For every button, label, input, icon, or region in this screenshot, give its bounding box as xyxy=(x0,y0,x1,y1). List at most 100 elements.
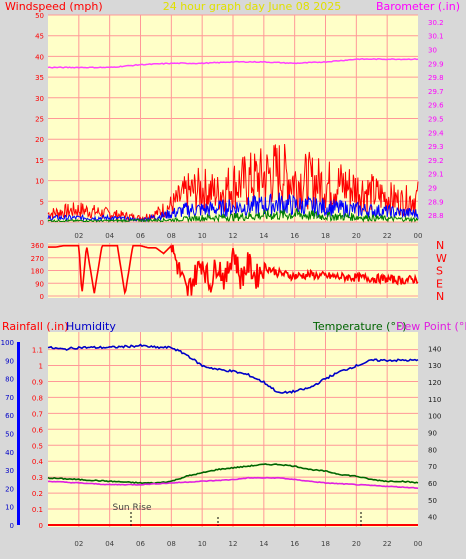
graph-title: 24 hour graph day June 08 2025 xyxy=(163,0,342,13)
lower-x-tick-label: 12 xyxy=(229,540,238,548)
avg-wind-line xyxy=(47,207,419,224)
lower-x-tick-label: 14 xyxy=(259,540,268,548)
direction-tick-label: 180 xyxy=(31,268,44,276)
wind-tick-label: 20 xyxy=(35,136,44,144)
wind-x-tick-label: 18 xyxy=(321,232,330,240)
wind-tick-label: 15 xyxy=(35,157,44,165)
rain-tick-label: 0 xyxy=(39,522,43,530)
temperature-tick-label: 100 xyxy=(428,413,441,421)
wind-tick-label: 5 xyxy=(40,198,44,206)
baro-tick-label: 29.6 xyxy=(428,102,444,110)
baro-tick-label: 29.5 xyxy=(428,116,444,124)
rainfall-axis-title: Rainfall (.in) xyxy=(2,320,69,333)
temperature-tick-label: 110 xyxy=(428,396,441,404)
wind-tick-label: 0 xyxy=(40,219,44,227)
wind-x-tick-label: 20 xyxy=(352,232,361,240)
temperature-tick-label: 80 xyxy=(428,446,437,454)
wind-x-tick-label: 12 xyxy=(229,232,238,240)
lower-x-tick-label: 04 xyxy=(105,540,114,548)
baro-tick-label: 29.3 xyxy=(428,143,444,151)
humidity-tick-label: 40 xyxy=(5,449,14,457)
temperature-tick-label: 130 xyxy=(428,362,441,370)
rain-tick-label: 0.6 xyxy=(32,426,44,434)
wind-x-tick-label: 10 xyxy=(198,232,207,240)
lower-x-tick-label: 18 xyxy=(321,540,330,548)
humidity-tick-label: 20 xyxy=(5,485,14,493)
direction-tick-label: 360 xyxy=(31,242,44,250)
rain-tick-label: 0.3 xyxy=(32,474,43,482)
baro-tick-label: 28.9 xyxy=(428,198,444,206)
wind-x-tick-label: 04 xyxy=(105,232,114,240)
humidity-tick-label: 80 xyxy=(5,376,14,384)
wind-x-tick-label: 22 xyxy=(383,232,392,240)
wind-tick-label: 35 xyxy=(35,74,44,82)
rain-tick-label: 0.1 xyxy=(32,506,43,514)
lower-x-tick-label: 06 xyxy=(136,540,145,548)
wind-x-tick-label: 02 xyxy=(74,232,83,240)
wind-line xyxy=(47,192,419,223)
direction-series xyxy=(48,244,419,296)
humidity-tick-label: 30 xyxy=(5,467,14,475)
humidity-axis-title: Humidity xyxy=(66,320,116,333)
baro-tick-label: 29 xyxy=(428,185,437,193)
baro-tick-label: 29.4 xyxy=(428,129,444,137)
temperature-tick-label: 90 xyxy=(428,430,437,438)
rain-tick-label: 0.5 xyxy=(32,442,43,450)
wind-tick-label: 10 xyxy=(35,178,44,186)
wind-tick-label: 30 xyxy=(35,95,44,103)
wind-tick-label: 40 xyxy=(35,53,44,61)
wind-tick-label: 45 xyxy=(35,33,44,41)
sunrise-annotation: Sun Rise xyxy=(113,503,152,513)
humidity-axis-bar xyxy=(17,342,20,525)
rain-tick-label: 0.9 xyxy=(32,378,43,386)
axis-labels: 0510152025303540455028.828.92929.129.229… xyxy=(1,12,447,548)
compass-label: E xyxy=(436,277,443,290)
lower-x-tick-label: 22 xyxy=(383,540,392,548)
wind-x-tick-label: 14 xyxy=(259,232,268,240)
humidity-line xyxy=(47,343,419,394)
direction-tick-label: 90 xyxy=(35,280,44,288)
baro-tick-label: 30.2 xyxy=(428,19,444,27)
temperature-axis-title: Temperature (°F) xyxy=(312,320,407,333)
dewpoint-line xyxy=(47,476,419,490)
temperature-tick-label: 120 xyxy=(428,379,441,387)
windspeed-axis-title: Windspeed (mph) xyxy=(5,0,103,13)
baro-tick-label: 29.1 xyxy=(428,171,444,179)
lower-series xyxy=(47,343,419,526)
baro-tick-label: 28.8 xyxy=(428,212,444,220)
lower-x-tick-label: 00 xyxy=(414,540,423,548)
humidity-tick-label: 60 xyxy=(5,412,14,420)
dewpoint-axis-title: Dew Point (°F) xyxy=(396,320,466,333)
baro-tick-label: 29.9 xyxy=(428,60,444,68)
wind-tick-label: 50 xyxy=(35,12,44,20)
compass-label: W xyxy=(436,252,447,265)
compass-label: N xyxy=(436,239,444,252)
temperature-tick-label: 50 xyxy=(428,497,437,505)
baro-tick-label: 29.8 xyxy=(428,74,444,82)
humidity-tick-label: 100 xyxy=(1,339,14,347)
wind-tick-label: 25 xyxy=(35,116,44,124)
baro-tick-label: 29.7 xyxy=(428,88,444,96)
lower-x-tick-label: 10 xyxy=(198,540,207,548)
temperature-tick-label: 140 xyxy=(428,345,441,353)
wind-series xyxy=(47,58,419,224)
humidity-tick-label: 0 xyxy=(10,522,14,530)
rain-tick-label: 0.8 xyxy=(32,394,43,402)
wind-x-tick-label: 00 xyxy=(414,232,423,240)
lower-x-tick-label: 08 xyxy=(167,540,176,548)
humidity-tick-label: 50 xyxy=(5,431,14,439)
rain-tick-label: 0.4 xyxy=(32,458,44,466)
humidity-tick-label: 10 xyxy=(5,504,14,512)
wind-x-tick-label: 08 xyxy=(167,232,176,240)
humidity-tick-label: 70 xyxy=(5,394,14,402)
temperature-tick-label: 60 xyxy=(428,480,437,488)
wind-x-tick-label: 06 xyxy=(136,232,145,240)
rain-tick-label: 1 xyxy=(39,363,43,371)
barometer-line xyxy=(47,58,419,69)
barometer-axis-title: Barometer (.in) xyxy=(376,0,460,13)
compass-label: S xyxy=(436,265,443,278)
direction-line xyxy=(48,244,419,296)
lower-x-tick-label: 20 xyxy=(352,540,361,548)
temperature-tick-label: 70 xyxy=(428,463,437,471)
